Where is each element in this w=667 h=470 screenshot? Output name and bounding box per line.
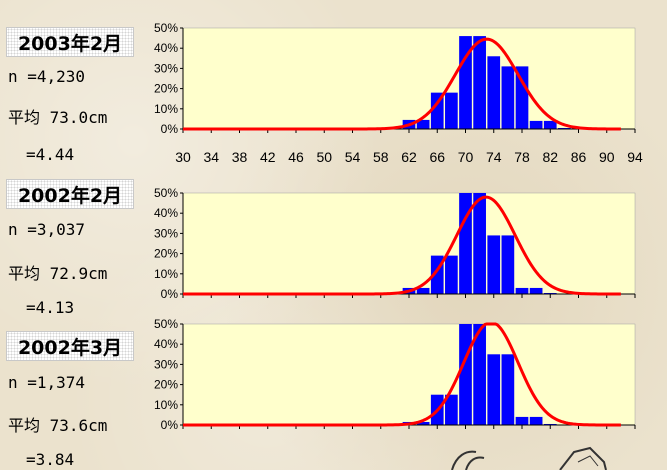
- chart-3-bar-78: [515, 416, 529, 425]
- chart-1-x-tick-label-50: 50: [316, 149, 332, 165]
- chart-1: 50% 40% 30% 20% 10% 0% 30 34 38 42 46 50 54 58 62 66 70 7…: [154, 21, 643, 165]
- chart-1-x-tick-label-90: 90: [599, 149, 615, 165]
- chart-2-bar-82: [543, 292, 557, 294]
- chart-3-y-tick-label-2: 30%: [154, 357, 178, 371]
- chart-1-x-tick-label-42: 42: [260, 149, 276, 165]
- chart-1-y-tick-label-0: 50%: [154, 21, 178, 35]
- chart-2-bar-68: [445, 255, 458, 294]
- chart-2-bar-72: [473, 193, 486, 294]
- chart-3-bar-74: [487, 354, 501, 425]
- chart-1-y-tick-label-5: 0%: [161, 122, 179, 136]
- chart-3-sd: =3.84: [26, 450, 75, 469]
- chart-1-x-tick-label-62: 62: [401, 149, 417, 165]
- chart-3-bar-82: [543, 423, 557, 425]
- chart-2-bar-78: [515, 287, 529, 294]
- chart-1-x-tick-label-30: 30: [175, 149, 191, 165]
- chart-2: 50% 40% 30% 20% 10% 0%: [154, 186, 636, 301]
- chart-3-bar-80: [529, 416, 543, 425]
- chart-3-bar-76: [501, 354, 515, 425]
- chart-2-normal-curve: [183, 195, 621, 296]
- chart-1-bar-78: [515, 66, 529, 129]
- chart-1-title: 2003年2月: [6, 27, 134, 57]
- chart-1-normal-curve: [183, 37, 621, 131]
- chart-3-bar-68: [445, 394, 458, 425]
- chart-3-plot-area: [182, 323, 636, 426]
- chart-1-x-tick-label-74: 74: [486, 149, 502, 165]
- chart-1-x-tick-label-34: 34: [203, 149, 219, 165]
- chart-3-y-tick-label-4: 10%: [154, 398, 178, 412]
- chart-3-normal-curve: [183, 322, 621, 427]
- chart-2-mean: 平均 72.9cm: [8, 264, 108, 283]
- chart-2-bar-76: [501, 235, 515, 294]
- chart-1-x-tick-label-86: 86: [571, 149, 587, 165]
- chart-3-bar-70: [459, 324, 472, 425]
- chart-1-x-tick-label-54: 54: [345, 149, 361, 165]
- chart-1-sd: =4.44: [26, 145, 75, 164]
- chart-2-y-tick-label-4: 10%: [154, 267, 178, 281]
- chart-1-bar-70: [459, 36, 472, 129]
- chart-2-y-tick-label-1: 40%: [154, 206, 178, 220]
- chart-3-bar-64: [416, 421, 430, 425]
- chart-1-y-tick-label-4: 10%: [154, 102, 178, 116]
- chart-3: 50% 40% 30% 20% 10% 0%: [154, 317, 636, 432]
- chart-2-y-tick-label-2: 30%: [154, 226, 178, 240]
- chart-3-title: 2002年3月: [6, 331, 134, 361]
- chart-2-bar-64: [416, 287, 430, 294]
- chart-1-y-tick-label-2: 30%: [154, 61, 178, 75]
- chart-1-x-tick-label-66: 66: [429, 149, 445, 165]
- chart-3-y-tick-label-0: 50%: [154, 317, 178, 331]
- chart-1-bar-82: [543, 120, 557, 129]
- chart-1-bar-74: [487, 56, 501, 129]
- chart-2-plot-area: [182, 192, 636, 295]
- chart-1-bar-66: [430, 92, 444, 129]
- chart-1-bar-76: [501, 66, 515, 129]
- chart-3-y-tick-label-1: 40%: [154, 337, 178, 351]
- chart-1-x-tick-label-78: 78: [514, 149, 530, 165]
- chart-2-y-tick-label-5: 0%: [161, 287, 179, 301]
- chart-1-plot-area: [182, 27, 636, 130]
- chart-1-y-tick-label-1: 40%: [154, 41, 178, 55]
- chart-3-y-tick-label-5: 0%: [161, 418, 179, 432]
- chart-2-bar-70: [459, 193, 472, 294]
- chart-2-y-tick-label-0: 50%: [154, 186, 178, 200]
- chart-3-y-tick-label-3: 20%: [154, 378, 178, 392]
- chart-1-x-tick-label-38: 38: [232, 149, 248, 165]
- chart-2-sd: =4.13: [26, 298, 75, 317]
- chart-2-bar-80: [529, 287, 543, 294]
- chart-1-bar-64: [416, 119, 430, 129]
- chart-3-n: n =1,374: [8, 373, 86, 392]
- chart-3-bar-72: [473, 324, 486, 425]
- chart-1-x-tick-label-82: 82: [542, 149, 558, 165]
- chart-2-title: 2002年2月: [6, 179, 134, 209]
- chart-1-x-tick-label-70: 70: [458, 149, 474, 165]
- chart-1-bar-80: [529, 120, 543, 129]
- chart-1-bar-84: [558, 127, 571, 129]
- chart-1-x-tick-label-46: 46: [288, 149, 304, 165]
- chart-1-x-tick-label-94: 94: [627, 149, 643, 165]
- chart-1-n: n =4,230: [8, 67, 86, 86]
- chart-1-y-tick-label-3: 20%: [154, 82, 178, 96]
- chart-2-n: n =3,037: [8, 220, 86, 239]
- chart-1-x-tick-label-58: 58: [373, 149, 389, 165]
- chart-1-bar-72: [473, 36, 486, 129]
- chart-1-mean: 平均 73.0cm: [8, 108, 108, 127]
- stats-column: 2003年2月 n =4,230 平均 73.0cm =4.44 2002年2月…: [0, 0, 150, 470]
- chart-2-bar-74: [487, 235, 501, 294]
- chart-2-y-tick-label-3: 20%: [154, 247, 178, 261]
- chart-1-bar-68: [445, 92, 458, 129]
- chart-3-mean: 平均 73.6cm: [8, 416, 108, 435]
